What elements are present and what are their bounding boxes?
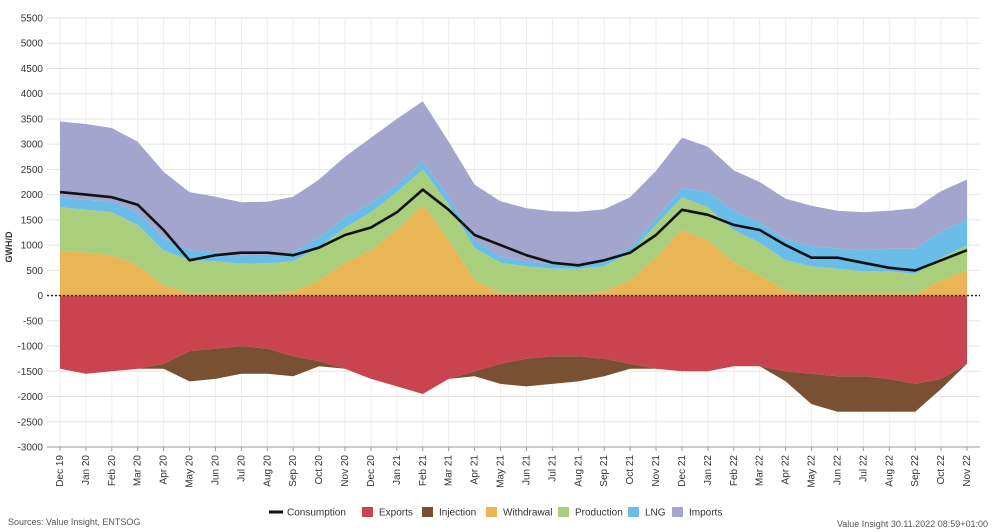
y-tick-label: -1500 — [17, 367, 43, 378]
legend-swatch — [672, 507, 683, 517]
x-tick-label: Jul 20 — [236, 455, 247, 482]
x-tick-label: Aug 20 — [262, 455, 273, 487]
x-tick-label: Oct 20 — [314, 455, 325, 485]
area-withdrawal — [60, 204, 967, 296]
x-tick-label: Jan 21 — [392, 455, 403, 485]
legend-label: Imports — [689, 508, 722, 519]
legend-label: Consumption — [287, 508, 346, 519]
x-tick-label: Dec 19 — [55, 455, 66, 487]
x-tick-label: May 20 — [185, 455, 196, 488]
x-tick-label: Dec 20 — [366, 455, 377, 487]
legend-swatch — [628, 507, 639, 517]
legend-item-lng[interactable]: LNG — [628, 507, 666, 519]
timestamp-note: Value Insight 30.11.2022 08:59+01:00 — [836, 519, 988, 529]
y-tick-label: 1000 — [21, 241, 44, 252]
area-injection — [60, 346, 967, 412]
x-tick-label: Nov 20 — [340, 455, 351, 487]
consumption-layer — [47, 188, 980, 297]
x-tick-label: Jun 20 — [210, 455, 221, 485]
y-axis: 5500500045004000350030002500200015001000… — [17, 14, 43, 454]
y-axis-label: GWH/D — [4, 231, 14, 262]
legend-swatch — [422, 507, 433, 517]
y-tick-label: -2000 — [17, 392, 43, 403]
x-tick-label: Jan 20 — [81, 455, 92, 485]
x-tick-label: Dec 21 — [677, 455, 688, 487]
y-tick-label: -1000 — [17, 342, 43, 353]
y-tick-label: 2000 — [21, 190, 44, 201]
legend-label: Production — [575, 508, 623, 519]
x-tick-label: Aug 22 — [884, 455, 895, 487]
x-tick-label: Jul 21 — [547, 455, 558, 482]
legend-label: Injection — [439, 508, 476, 519]
x-tick-label: Feb 20 — [107, 455, 118, 487]
x-tick-label: Aug 21 — [573, 455, 584, 487]
legend-item-consumption[interactable]: Consumption — [269, 508, 346, 519]
legend-item-withdrawal[interactable]: Withdrawal — [486, 507, 552, 519]
legend-item-injection[interactable]: Injection — [422, 507, 476, 519]
y-tick-label: 3500 — [21, 114, 44, 125]
y-tick-label: 1500 — [21, 215, 44, 226]
x-tick-label: Apr 22 — [781, 455, 792, 485]
area-production — [60, 169, 967, 295]
x-tick-label: Sep 21 — [599, 455, 610, 487]
source-note: Sources: Value Insight, ENTSOG — [8, 517, 141, 527]
y-tick-label: 2500 — [21, 165, 44, 176]
x-tick-label: Sep 20 — [288, 455, 299, 487]
x-tick-label: Jun 22 — [832, 455, 843, 485]
legend-label: Withdrawal — [503, 508, 552, 519]
legend-label: LNG — [645, 508, 666, 519]
y-tick-label: -3000 — [17, 443, 43, 454]
area-lng — [60, 161, 967, 274]
legend-swatch — [558, 507, 569, 517]
x-tick-label: Mar 20 — [133, 455, 144, 487]
legend-item-exports[interactable]: Exports — [362, 507, 413, 519]
x-tick-label: Apr 20 — [159, 455, 170, 485]
y-tick-label: 4000 — [21, 89, 44, 100]
y-tick-label: 0 — [37, 291, 43, 302]
area-imports — [60, 101, 967, 265]
x-tick-label: May 22 — [807, 455, 818, 488]
x-axis: Dec 19 Jan 20 Feb 20 Mar 20 Apr 20 May 20 Jun … — [47, 446, 980, 488]
x-tick-label: Jul 22 — [858, 455, 869, 482]
x-tick-label: May 21 — [496, 455, 507, 488]
x-tick-label: Oct 21 — [625, 455, 636, 485]
x-tick-label: Sep 22 — [910, 455, 921, 487]
x-tick-label: Nov 21 — [651, 455, 662, 487]
x-tick-label: Oct 22 — [936, 455, 947, 485]
legend-swatch — [362, 507, 373, 517]
x-tick-label: Nov 22 — [962, 455, 973, 487]
y-tick-label: 3000 — [21, 140, 44, 151]
x-tick-label: Feb 22 — [729, 455, 740, 487]
x-tick-label: Apr 21 — [470, 455, 481, 485]
x-tick-label: Mar 22 — [755, 455, 766, 487]
y-tick-label: 500 — [26, 266, 43, 277]
y-tick-label: -2500 — [17, 417, 43, 428]
x-tick-label: Mar 21 — [444, 455, 455, 487]
y-tick-label: 5500 — [21, 14, 44, 25]
y-tick-label: 5000 — [21, 39, 44, 50]
y-tick-label: -500 — [23, 316, 43, 327]
legend: Consumption Exports Injection Withdrawal Pro… — [269, 507, 722, 519]
x-tick-label: Feb 21 — [418, 455, 429, 487]
x-tick-label: Jan 22 — [703, 455, 714, 485]
stacked-areas — [60, 101, 967, 412]
line-consumption — [59, 188, 968, 272]
y-tick-label: 4500 — [21, 64, 44, 75]
legend-swatch — [486, 507, 497, 517]
legend-label: Exports — [379, 508, 413, 519]
legend-item-imports[interactable]: Imports — [672, 507, 722, 519]
x-tick-label: Jun 21 — [521, 455, 532, 485]
area-exports — [60, 295, 967, 394]
legend-item-production[interactable]: Production — [558, 507, 623, 519]
